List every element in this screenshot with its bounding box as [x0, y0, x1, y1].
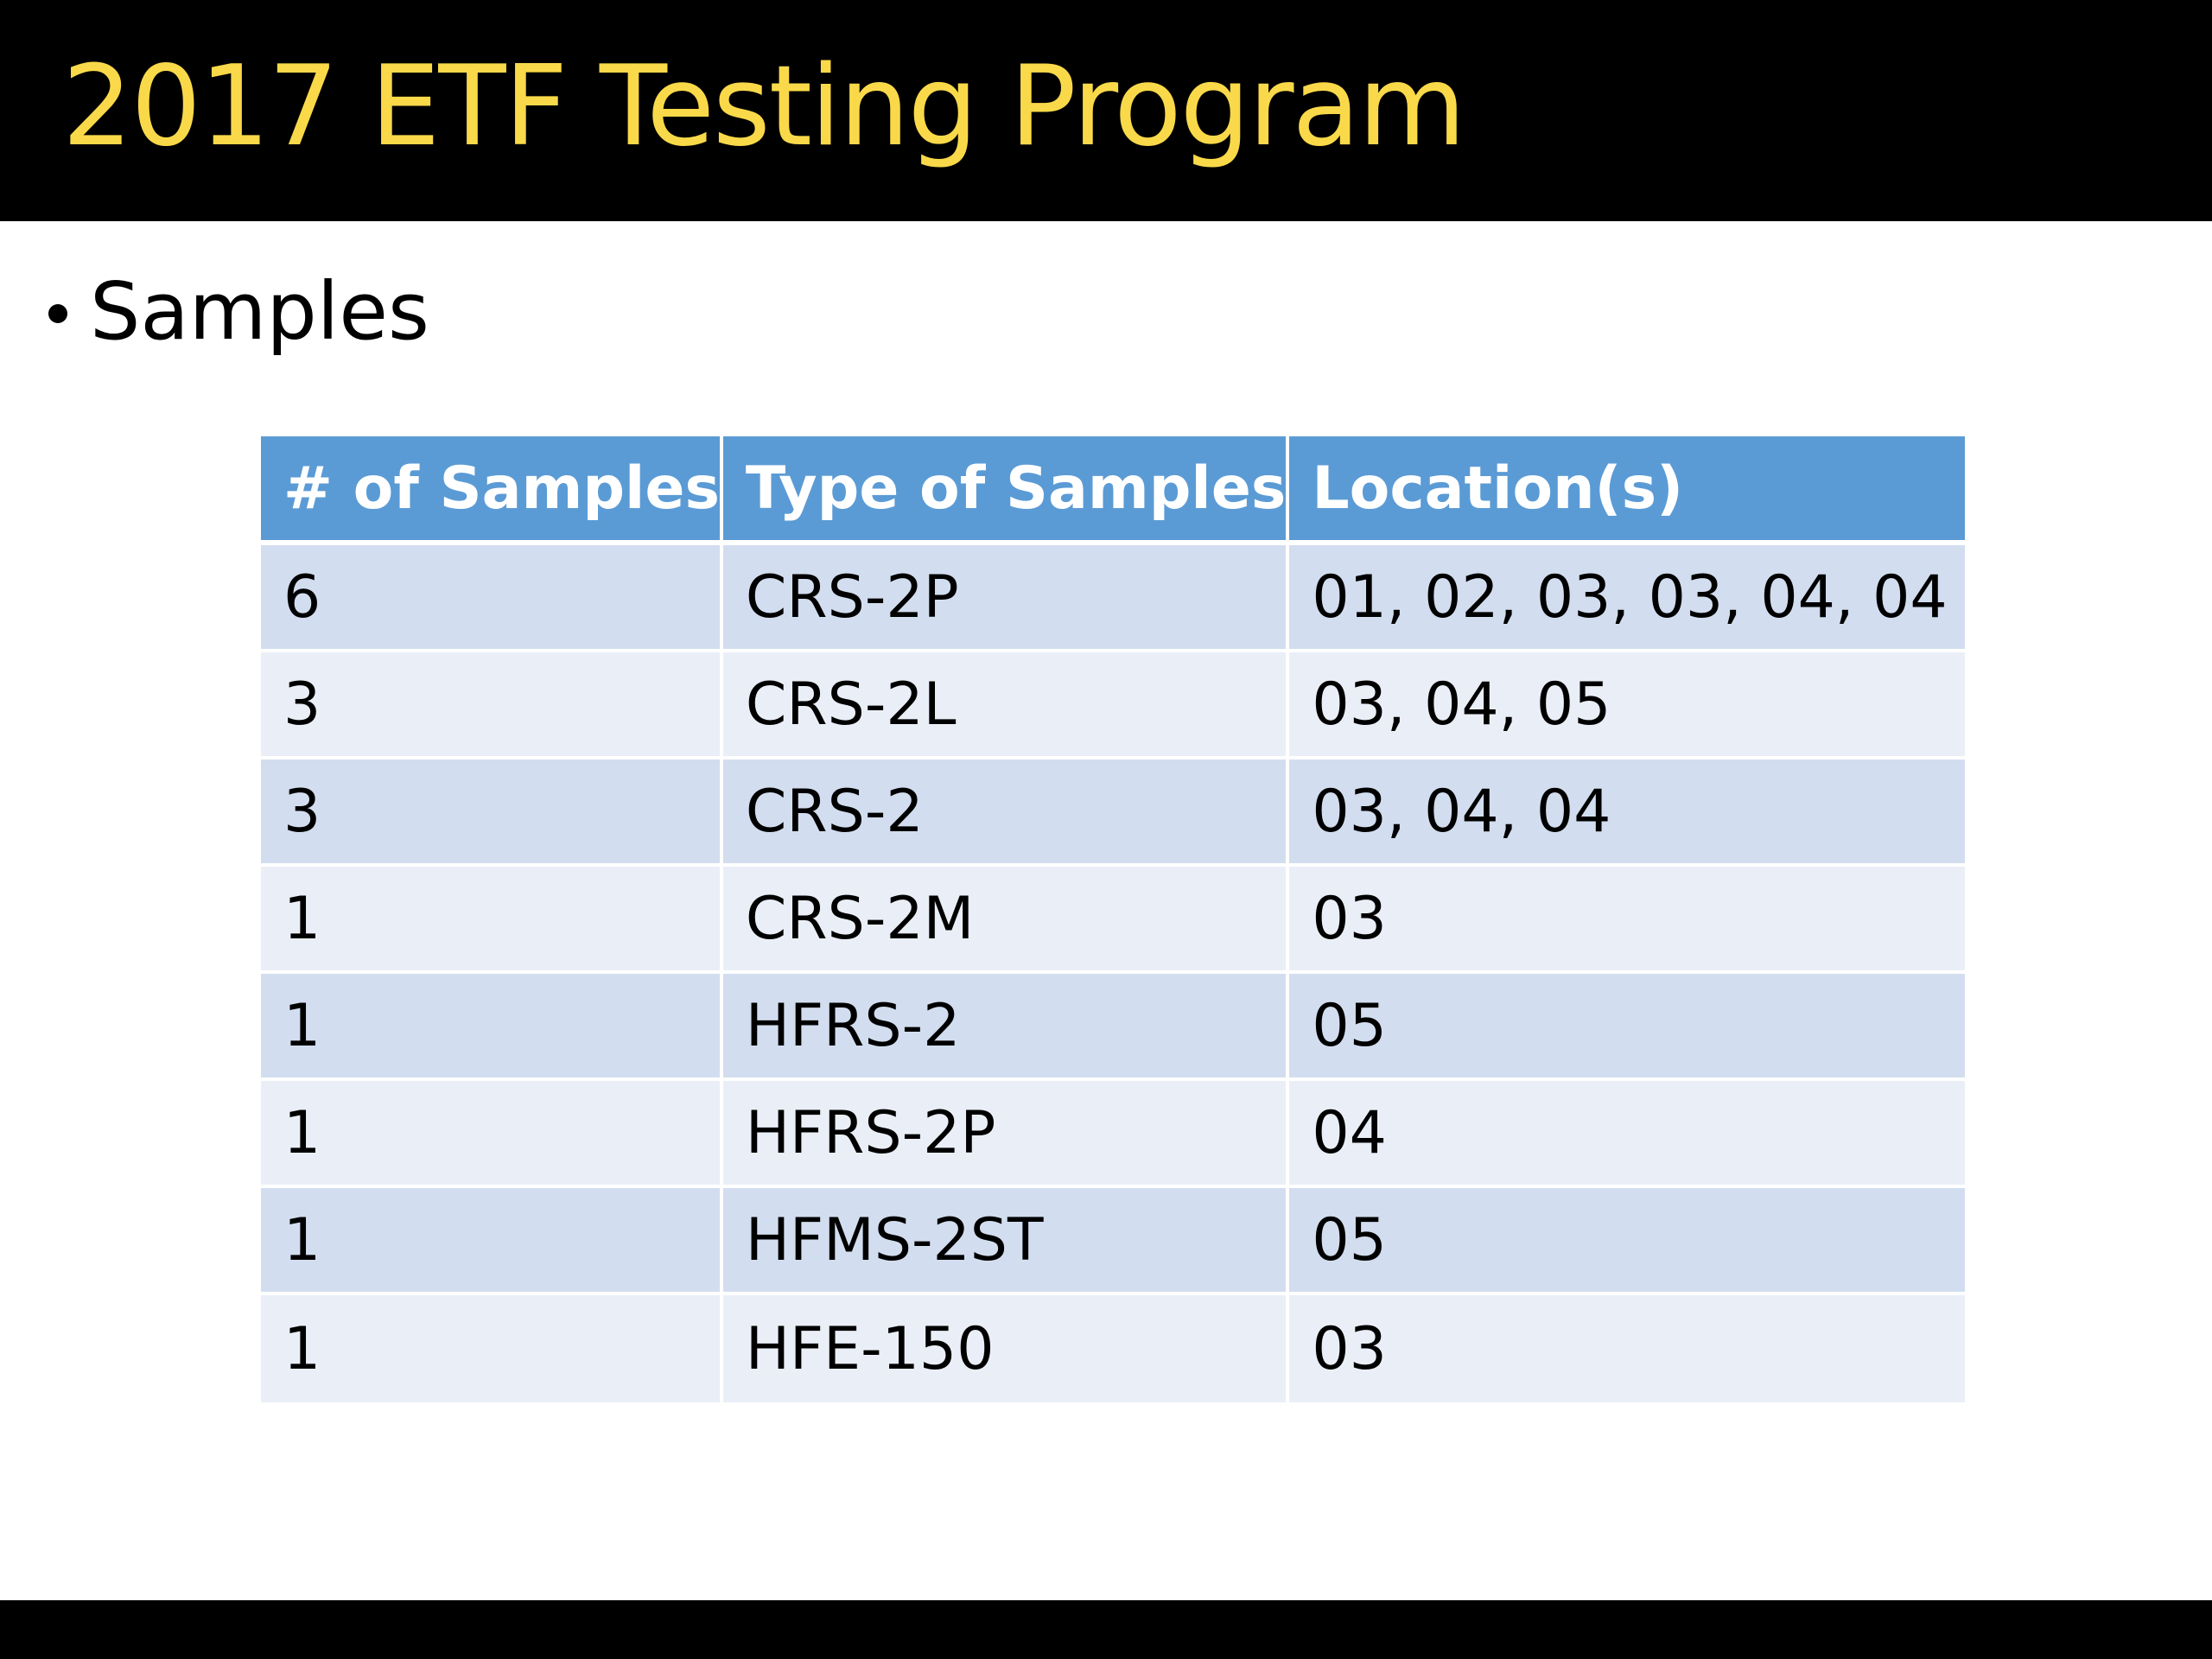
table-row: 1 HFRS-2 05 [261, 974, 1966, 1081]
cell-locations: 03 [1289, 1295, 1966, 1402]
table-row: 1 HFMS-2ST 05 [261, 1188, 1966, 1295]
header-locations: Location(s) [1289, 436, 1966, 545]
cell-locations: 05 [1289, 974, 1966, 1081]
bullet-dot-icon [48, 304, 67, 323]
cell-locations: 01, 02, 03, 03, 04, 04 [1289, 545, 1966, 652]
cell-num-samples: 1 [261, 1295, 723, 1402]
cell-locations: 04 [1289, 1081, 1966, 1188]
cell-num-samples: 1 [261, 1081, 723, 1188]
cell-type-samples: CRS-2L [722, 652, 1290, 760]
cell-locations: 03 [1289, 867, 1966, 974]
table-row: 3 CRS-2 03, 04, 04 [261, 760, 1966, 867]
samples-table: # of Samples Type of Samples Location(s)… [261, 436, 1966, 1402]
table-row: 1 CRS-2M 03 [261, 867, 1966, 974]
cell-type-samples: CRS-2 [722, 760, 1290, 867]
cell-locations: 05 [1289, 1188, 1966, 1295]
cell-type-samples: HFRS-2P [722, 1081, 1290, 1188]
cell-num-samples: 1 [261, 974, 723, 1081]
bullet-text: Samples [90, 264, 429, 358]
cell-type-samples: CRS-2P [722, 545, 1290, 652]
cell-num-samples: 1 [261, 1188, 723, 1295]
cell-num-samples: 1 [261, 867, 723, 974]
cell-num-samples: 6 [261, 545, 723, 652]
cell-locations: 03, 04, 05 [1289, 652, 1966, 760]
header-num-samples: # of Samples [261, 436, 723, 545]
table-row: 3 CRS-2L 03, 04, 05 [261, 652, 1966, 760]
bullet-item: Samples [48, 255, 429, 367]
cell-num-samples: 3 [261, 652, 723, 760]
table-header-row: # of Samples Type of Samples Location(s) [261, 436, 1966, 545]
slide-title: 2017 ETF Testing Program [62, 42, 1466, 171]
cell-type-samples: HFRS-2 [722, 974, 1290, 1081]
cell-type-samples: HFE-150 [722, 1295, 1290, 1402]
footer-bar [0, 1600, 2212, 1659]
cell-num-samples: 3 [261, 760, 723, 867]
table-row: 6 CRS-2P 01, 02, 03, 03, 04, 04 [261, 545, 1966, 652]
cell-type-samples: HFMS-2ST [722, 1188, 1290, 1295]
header-type-samples: Type of Samples [722, 436, 1290, 545]
table-row: 1 HFE-150 03 [261, 1295, 1966, 1402]
table-row: 1 HFRS-2P 04 [261, 1081, 1966, 1188]
title-bar: 2017 ETF Testing Program [0, 0, 2212, 221]
cell-locations: 03, 04, 04 [1289, 760, 1966, 867]
cell-type-samples: CRS-2M [722, 867, 1290, 974]
